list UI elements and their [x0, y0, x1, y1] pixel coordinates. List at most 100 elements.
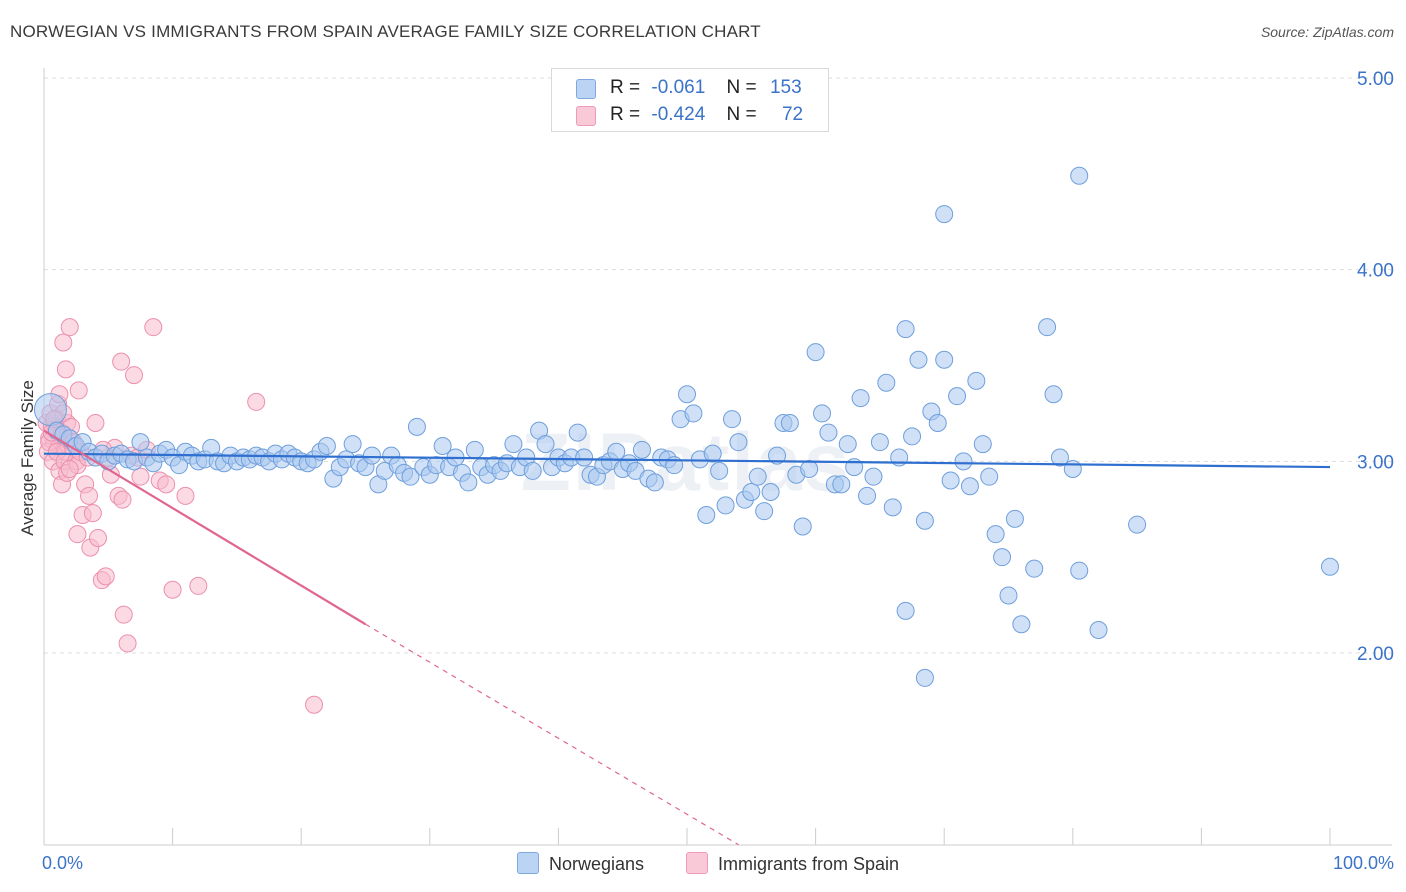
pink-swatch — [576, 106, 596, 126]
data-point — [60, 318, 79, 337]
data-point — [163, 580, 182, 599]
data-point — [575, 448, 594, 467]
data-point — [851, 389, 870, 408]
data-point — [986, 525, 1005, 544]
legend-n-label: N = — [726, 104, 757, 125]
data-point — [710, 461, 729, 480]
source-label: Source: ZipAtlas.com — [1260, 24, 1394, 40]
y-tick-label: 2.00 — [1357, 644, 1394, 665]
legend-n-value: 153 — [769, 77, 802, 98]
data-point — [858, 486, 877, 505]
data-point — [723, 410, 742, 429]
data-point — [407, 417, 426, 436]
data-point — [761, 483, 780, 501]
spain-trend-line — [43, 429, 367, 626]
data-point — [838, 435, 857, 454]
data-point — [806, 343, 825, 362]
correlation-legend: R = -0.061 N = 153 R = -0.424 N = 72 — [551, 68, 829, 132]
data-point — [1128, 515, 1147, 534]
data-point — [68, 525, 87, 544]
y-tick-label: 5.00 — [1357, 69, 1394, 90]
data-point — [915, 668, 934, 687]
data-point — [896, 320, 915, 339]
spain-points — [37, 318, 324, 714]
data-point — [1038, 318, 1057, 337]
data-point — [176, 486, 195, 505]
legend-n-value: 72 — [781, 104, 804, 125]
bottom-legend-norwegians: Norwegians — [517, 852, 644, 875]
data-point — [1044, 385, 1063, 404]
data-point — [684, 404, 703, 423]
trend-lines — [43, 429, 1331, 846]
y-tick-label: 4.00 — [1357, 261, 1394, 282]
data-point — [768, 446, 787, 465]
data-point — [935, 205, 954, 224]
data-point — [89, 529, 108, 547]
data-point — [909, 350, 928, 369]
spain-trend-extension — [365, 623, 739, 846]
x-tick-label: 0.0% — [42, 853, 83, 873]
data-point — [1070, 561, 1089, 580]
data-point — [729, 433, 748, 452]
data-point — [113, 490, 132, 509]
chart-title: NORWEGIAN VS IMMIGRANTS FROM SPAIN AVERA… — [10, 22, 761, 41]
data-point — [903, 427, 922, 446]
data-point — [748, 467, 767, 486]
data-point — [401, 467, 420, 486]
data-point — [896, 601, 915, 620]
data-point — [755, 502, 774, 521]
data-point — [967, 371, 986, 390]
data-point — [433, 437, 452, 455]
data-point — [697, 506, 716, 524]
data-point — [131, 467, 150, 486]
data-point — [864, 467, 883, 486]
data-point — [1012, 615, 1031, 634]
data-point — [465, 440, 484, 459]
data-point — [118, 634, 137, 653]
data-point — [60, 460, 79, 478]
legend-r-label: R = — [610, 77, 641, 98]
data-point — [928, 414, 947, 432]
legend-n-label: N = — [726, 77, 757, 98]
grid-lines — [44, 77, 1392, 654]
data-point — [632, 440, 651, 459]
data-point — [793, 517, 812, 536]
tick-labels: 2.00 3.00 4.00 5.00 0.0% 100.0% — [42, 69, 1394, 873]
data-point — [1070, 166, 1089, 185]
data-point — [157, 475, 176, 494]
bottom-legend-label: Norwegians — [549, 854, 645, 874]
legend-r-value: -0.061 — [651, 77, 706, 98]
data-point — [1005, 509, 1024, 528]
data-point — [568, 423, 587, 442]
data-point — [56, 360, 75, 379]
data-point — [459, 473, 478, 492]
data-point — [362, 446, 381, 465]
data-point — [813, 404, 832, 423]
data-point — [883, 498, 902, 517]
y-axis-label: Average Family Size — [18, 380, 37, 536]
data-point — [980, 467, 999, 486]
legend-r-label: R = — [610, 104, 641, 125]
data-point — [131, 433, 150, 452]
data-point — [800, 460, 819, 478]
data-point — [703, 444, 722, 463]
data-point — [973, 435, 992, 454]
norwegian-trend-line — [43, 452, 1331, 469]
data-point — [69, 381, 88, 400]
data-point — [941, 471, 960, 490]
data-point — [716, 496, 735, 515]
data-point — [819, 423, 838, 442]
data-point — [948, 387, 967, 406]
data-point — [305, 695, 324, 714]
data-point — [114, 605, 133, 624]
data-point — [247, 392, 266, 411]
data-point — [536, 435, 555, 454]
data-point — [96, 567, 115, 586]
data-point — [523, 461, 542, 480]
data-point — [86, 414, 105, 432]
data-point — [1063, 460, 1082, 478]
blue-swatch — [576, 79, 596, 99]
legend-r-value: -0.424 — [651, 104, 706, 125]
data-point — [870, 433, 889, 452]
